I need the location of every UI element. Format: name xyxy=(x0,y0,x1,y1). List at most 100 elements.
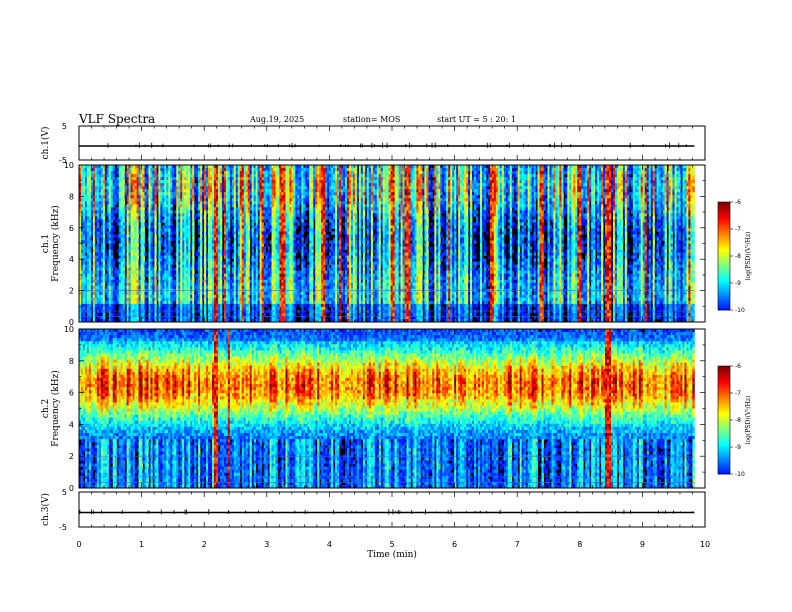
spectrogram-cell xyxy=(170,307,172,310)
spectrogram-cell xyxy=(220,304,222,307)
spectrogram-cell xyxy=(192,210,194,213)
spectrogram-cell xyxy=(192,231,194,234)
spectrogram-cell xyxy=(220,180,222,183)
spectrogram-cell xyxy=(200,301,202,304)
spectrogram-cell xyxy=(192,247,194,250)
spectrogram-cell xyxy=(248,237,250,240)
spectrogram-cell xyxy=(200,313,202,316)
spectrogram-cell xyxy=(111,231,113,234)
spectrogram-cell xyxy=(103,262,105,265)
spectrogram-cell xyxy=(268,250,270,253)
spectrogram-cell xyxy=(111,237,113,240)
spectrogram-cell xyxy=(192,195,194,198)
spectrogram-cell xyxy=(123,310,125,313)
spectrogram-cell xyxy=(154,204,156,207)
spectrogram-cell xyxy=(252,222,254,225)
spectrogram-cell xyxy=(123,307,125,310)
spectrogram-cell xyxy=(158,310,160,313)
spectrogram-cell xyxy=(248,240,250,243)
spectrogram-cell xyxy=(111,222,113,225)
spectrogram-cell xyxy=(145,271,147,274)
spectrogram-cell xyxy=(170,313,172,316)
spectrogram-cell xyxy=(204,310,206,313)
spectrogram-cell xyxy=(256,234,258,237)
spectrogram-cell xyxy=(123,256,125,259)
spectrogram-cell xyxy=(228,271,230,274)
spectrogram-cell xyxy=(188,307,190,310)
spectrogram-cell xyxy=(192,234,194,237)
spectrogram-cell xyxy=(220,210,222,213)
spectrogram-cell xyxy=(256,219,258,222)
spectrogram-cell xyxy=(220,240,222,243)
spectrogram-cell xyxy=(113,204,115,207)
spectrogram-cell xyxy=(145,313,147,316)
spectrogram-cell xyxy=(220,222,222,225)
spectrogram-cell xyxy=(111,207,113,210)
spectrogram-cell xyxy=(154,219,156,222)
spectrogram-cell xyxy=(170,247,172,250)
spectrogram-cell xyxy=(192,228,194,231)
spectrogram-cell xyxy=(113,262,115,265)
spectrogram-cell xyxy=(113,310,115,313)
spectrogram-cell xyxy=(103,210,105,213)
spectrogram-cell xyxy=(168,253,170,256)
spectrogram-cell xyxy=(252,228,254,231)
spectrogram-cell xyxy=(188,225,190,228)
spectrogram-cell xyxy=(192,277,194,280)
spectrogram-cell xyxy=(154,198,156,201)
spectrogram-cell xyxy=(143,277,145,280)
spectrogram-cell xyxy=(111,219,113,222)
spectrogram-cell xyxy=(220,237,222,240)
spectrogram-cell xyxy=(113,228,115,231)
spectrogram-cell xyxy=(204,219,206,222)
spectrogram-cell xyxy=(248,244,250,247)
spectrogram-cell xyxy=(170,250,172,253)
spectrogram-cell xyxy=(234,262,236,265)
spectrogram-cell xyxy=(93,240,95,243)
spectrogram-cell xyxy=(150,244,152,247)
spectrogram-cell xyxy=(200,310,202,313)
spectrogram-cell xyxy=(145,280,147,283)
spectrogram-cell xyxy=(262,244,264,247)
spectrogram-cell xyxy=(160,253,162,256)
spectrogram-cell xyxy=(256,213,258,216)
spectrogram-cell xyxy=(234,265,236,268)
spectrogram-cell xyxy=(164,234,166,237)
spectrogram-cell xyxy=(103,216,105,219)
spectrogram-cell xyxy=(143,225,145,228)
spectrogram-cell xyxy=(188,237,190,240)
spectrogram-cell xyxy=(113,283,115,286)
spectrogram-cell xyxy=(143,228,145,231)
spectrogram-cell xyxy=(200,240,202,243)
spectrogram-cell xyxy=(89,247,91,250)
spectrogram-cell xyxy=(188,240,190,243)
spectrogram-cell xyxy=(228,195,230,198)
spectrogram-cell xyxy=(228,234,230,237)
spectrogram-cell xyxy=(266,244,268,247)
spectrogram-cell xyxy=(228,268,230,271)
spectrogram-cell xyxy=(123,219,125,222)
spectrogram-cell xyxy=(154,168,156,171)
spectrogram-cell xyxy=(103,271,105,274)
spectrogram-cell xyxy=(143,259,145,262)
spectrogram-cell xyxy=(143,240,145,243)
spectrogram-cell xyxy=(143,213,145,216)
spectrogram-cell xyxy=(170,213,172,216)
spectrogram-cell xyxy=(154,247,156,250)
spectrogram-cell xyxy=(89,216,91,219)
spectrogram-cell xyxy=(220,219,222,222)
spectrogram-cell xyxy=(220,216,222,219)
spectrogram-cell xyxy=(83,313,85,316)
spectrogram-cell xyxy=(123,250,125,253)
spectrogram-cell xyxy=(170,198,172,201)
spectrogram-cell xyxy=(188,313,190,316)
spectrogram-cell xyxy=(170,216,172,219)
spectrogram-cell xyxy=(154,216,156,219)
spectrogram-cell xyxy=(228,259,230,262)
spectrogram-cell xyxy=(228,313,230,316)
spectrogram-cell xyxy=(192,198,194,201)
spectrogram-cell xyxy=(111,247,113,250)
spectrogram-cell xyxy=(192,280,194,283)
spectrogram-cell xyxy=(248,253,250,256)
spectrogram-cell xyxy=(200,244,202,247)
